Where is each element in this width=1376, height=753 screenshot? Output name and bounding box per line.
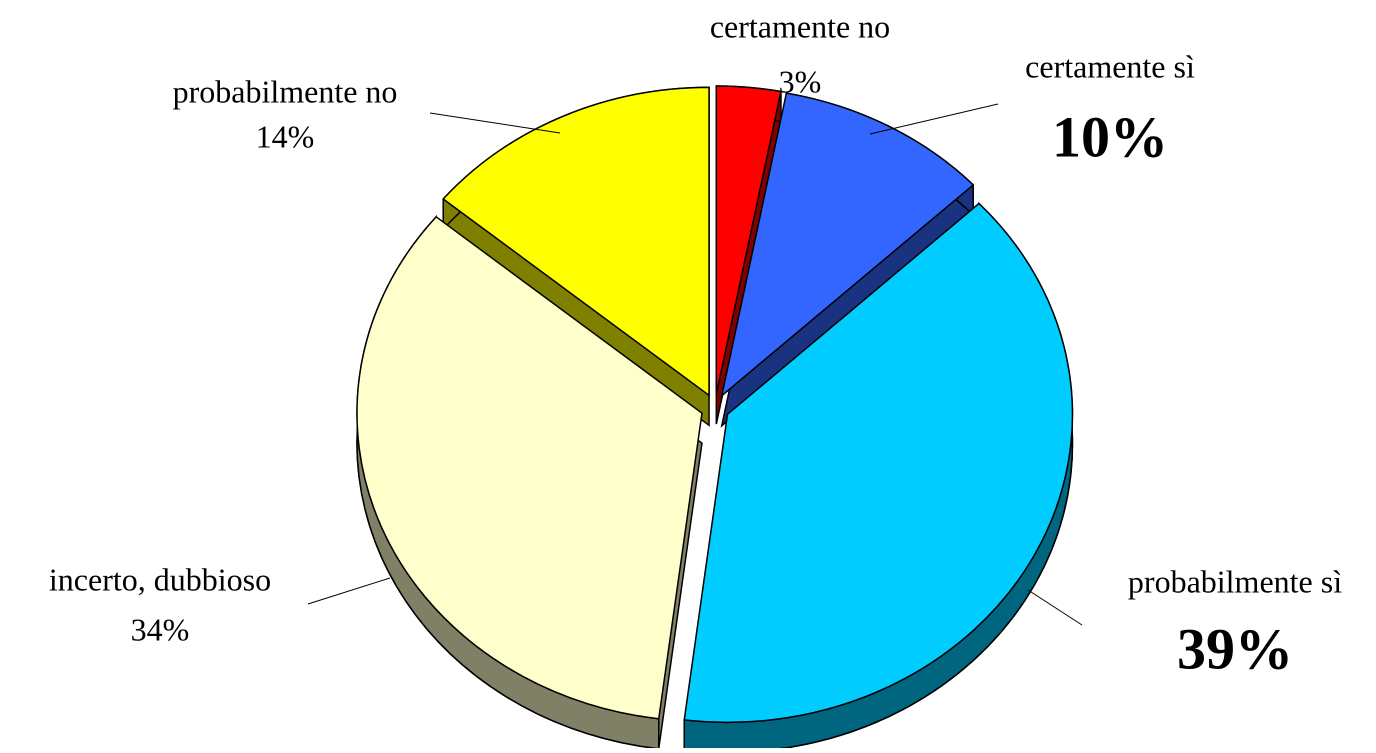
category-label: incerto, dubbioso (49, 561, 271, 597)
slice (715, 85, 782, 395)
value-label: 34% (131, 611, 190, 647)
leader-line (429, 112, 561, 134)
value-label: 3% (779, 63, 822, 99)
leader-line (307, 577, 391, 605)
leader-line (1027, 589, 1083, 626)
category-label: certamente no (710, 8, 890, 44)
slice (720, 92, 975, 398)
slice (683, 202, 1074, 724)
value-label: 10% (1052, 104, 1168, 169)
value-label: 39% (1177, 616, 1293, 681)
leader-line (869, 103, 999, 135)
category-label: certamente sì (1025, 48, 1195, 84)
slice (356, 215, 703, 720)
category-label: probabilmente sì (1128, 563, 1342, 599)
value-label: 14% (256, 118, 315, 154)
slice (442, 86, 710, 397)
category-label: probabilmente no (173, 73, 398, 109)
